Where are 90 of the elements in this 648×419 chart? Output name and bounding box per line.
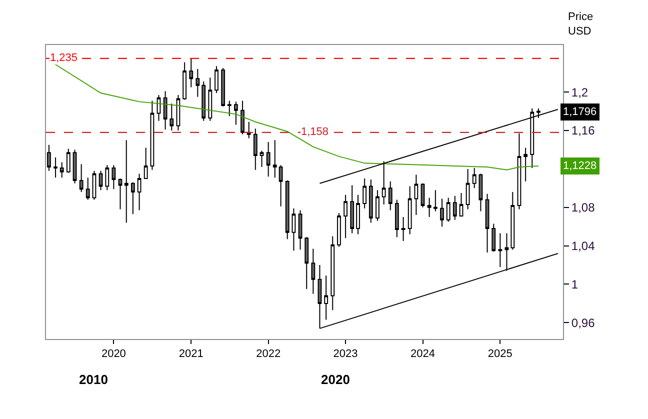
candlestick xyxy=(285,180,290,240)
candlestick xyxy=(420,182,425,208)
candlestick xyxy=(337,212,341,248)
x-tick-label: 2021 xyxy=(178,348,204,360)
y-tick-label: 1,16 xyxy=(571,124,596,138)
ref-line-label: 1,158 xyxy=(301,126,329,138)
candlestick xyxy=(105,164,110,191)
y-tick-label: 1 xyxy=(571,277,578,292)
candlestick xyxy=(517,132,522,210)
candlestick xyxy=(356,194,360,235)
candlestick xyxy=(202,81,206,122)
candlestick xyxy=(311,248,316,294)
candlestick xyxy=(189,58,194,88)
annotation: 1,1228 xyxy=(563,160,597,172)
candlestick xyxy=(388,180,392,211)
candlestick xyxy=(446,197,450,222)
y-tick-label: 1,04 xyxy=(571,239,596,253)
x-tick-label: 2020 xyxy=(101,348,126,360)
candlestick xyxy=(278,164,283,207)
y-tick-label: 1,2 xyxy=(571,85,588,100)
candlestick xyxy=(368,179,373,224)
candlestick xyxy=(266,142,270,178)
candlestick xyxy=(47,144,51,172)
candlestick xyxy=(433,190,438,212)
candlestick xyxy=(72,149,77,184)
candlestick xyxy=(54,156,58,178)
candlestick xyxy=(492,223,496,252)
x-tick-label: 2023 xyxy=(333,348,358,360)
candlestick xyxy=(86,177,90,200)
annotation: 1,1796 xyxy=(563,106,597,118)
candlestick xyxy=(163,90,168,130)
candlestick xyxy=(144,147,148,180)
candlestick xyxy=(214,66,218,94)
candlestick xyxy=(466,168,470,210)
x-tick-label: 2025 xyxy=(488,348,512,360)
candlestick xyxy=(394,199,399,238)
candlestick xyxy=(324,275,328,320)
text: 2020 xyxy=(321,372,350,387)
candlestick xyxy=(98,170,103,191)
candlestick xyxy=(304,236,309,290)
candlestick xyxy=(260,150,264,168)
candlestick xyxy=(344,194,348,239)
candlestick xyxy=(196,68,200,98)
candlestick xyxy=(124,140,128,224)
candlestick xyxy=(350,184,354,234)
candlestick xyxy=(414,174,418,216)
candlestick xyxy=(60,162,64,178)
ref-line-label: 1,235 xyxy=(50,52,78,64)
candlestick xyxy=(112,164,116,190)
candlestick xyxy=(170,103,174,132)
candlestick xyxy=(401,216,406,242)
candlestick xyxy=(272,140,277,178)
candlestick xyxy=(118,178,122,210)
candlestick xyxy=(182,62,187,100)
text: 2010 xyxy=(79,372,108,387)
candlestick xyxy=(498,232,502,268)
candlestick xyxy=(130,182,135,215)
y-axis-title: Price USD xyxy=(568,11,594,38)
candlestick xyxy=(524,147,528,182)
candlestick xyxy=(298,210,302,250)
candlestick xyxy=(208,77,212,122)
candlestick xyxy=(92,170,96,200)
candlestick xyxy=(292,208,296,252)
candlestick xyxy=(510,192,515,250)
candlestick xyxy=(362,178,367,209)
candlestick xyxy=(440,198,444,228)
y-tick-label: 0,96 xyxy=(571,316,596,330)
candlestick xyxy=(234,101,238,126)
x-tick-label: 2024 xyxy=(410,348,435,360)
candlestick xyxy=(427,197,432,218)
candlestick xyxy=(478,173,483,212)
candlestick xyxy=(452,195,457,220)
candlestick xyxy=(459,192,464,217)
candlestick xyxy=(66,148,70,174)
y-tick-label: 1,08 xyxy=(571,200,596,215)
candlestick xyxy=(221,68,226,107)
candlestick xyxy=(156,94,161,122)
candlestick xyxy=(408,186,412,235)
candlestick xyxy=(79,164,84,192)
candlestick xyxy=(240,100,244,135)
candlestick xyxy=(246,121,251,139)
candlestick xyxy=(472,167,476,189)
candlestick xyxy=(227,100,232,117)
candlestick xyxy=(253,128,258,170)
candlestick xyxy=(485,193,490,254)
candlestick xyxy=(150,100,154,170)
candlestick xyxy=(376,190,380,222)
candlestick xyxy=(137,173,142,211)
candlestick xyxy=(330,236,335,311)
x-tick-label: 2022 xyxy=(256,348,281,360)
